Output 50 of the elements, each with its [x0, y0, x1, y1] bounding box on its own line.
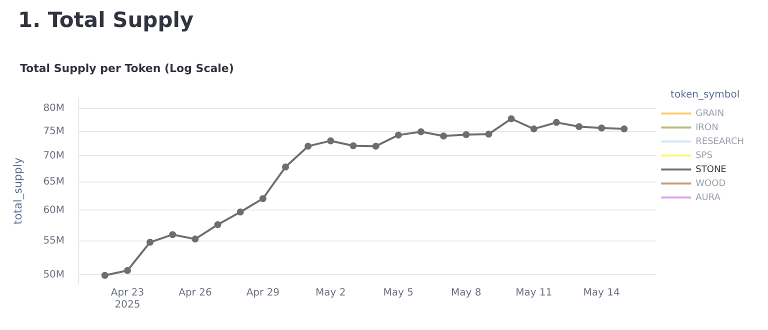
point	[282, 163, 290, 170]
legend-label: AURA	[696, 192, 722, 203]
point	[124, 266, 131, 274]
point	[169, 231, 176, 238]
point	[236, 208, 244, 216]
x-tick-label: Apr 23 2025	[110, 288, 144, 311]
x-tick-label: May 11	[516, 288, 552, 299]
y-tick-label: 65M	[43, 176, 65, 188]
y-tick-label: 70M	[43, 150, 65, 162]
point	[327, 137, 334, 144]
point	[259, 195, 266, 202]
legend-label: IRON	[696, 122, 718, 133]
y-axis-title: total_supply	[11, 157, 24, 224]
point	[350, 142, 357, 150]
y-tick-label: 55M	[43, 236, 65, 247]
point	[101, 272, 108, 279]
point	[192, 236, 199, 243]
legend-label: RESEARCH	[696, 136, 744, 147]
point	[552, 118, 560, 126]
point	[508, 115, 515, 122]
point	[146, 238, 154, 246]
legend-label: WOOD	[696, 178, 726, 189]
x-tick-label: Apr 26	[178, 288, 212, 299]
x-tick-label: Apr 29	[246, 288, 280, 299]
legend-label: STONE	[696, 164, 727, 175]
y-tick-label: 75M	[43, 126, 65, 137]
point	[440, 132, 448, 140]
point	[462, 131, 470, 138]
x-tick-label: May 2	[316, 288, 346, 299]
point	[530, 125, 538, 132]
point	[372, 142, 380, 150]
legend-label: SPS	[696, 150, 713, 161]
point	[394, 132, 402, 139]
y-tick-label: 80M	[43, 103, 65, 114]
point	[620, 125, 628, 132]
chart-title: 1. Total Supply	[18, 8, 195, 34]
legend-title: token_symbol	[670, 90, 740, 101]
y-tick-label: 60M	[43, 204, 65, 216]
x-tick-label: May 5	[383, 288, 414, 299]
point	[417, 128, 424, 136]
x-tick-label: May 8	[451, 288, 482, 299]
point	[485, 130, 492, 138]
point	[304, 142, 312, 150]
y-tick-label: 50M	[43, 269, 65, 280]
point	[214, 221, 222, 228]
chart-subtitle: Total Supply per Token (Log Scale)	[20, 62, 235, 77]
point	[576, 123, 583, 130]
legend-label: GRAIN	[696, 108, 724, 119]
x-tick-label: May 14	[583, 288, 620, 299]
point	[598, 124, 606, 132]
